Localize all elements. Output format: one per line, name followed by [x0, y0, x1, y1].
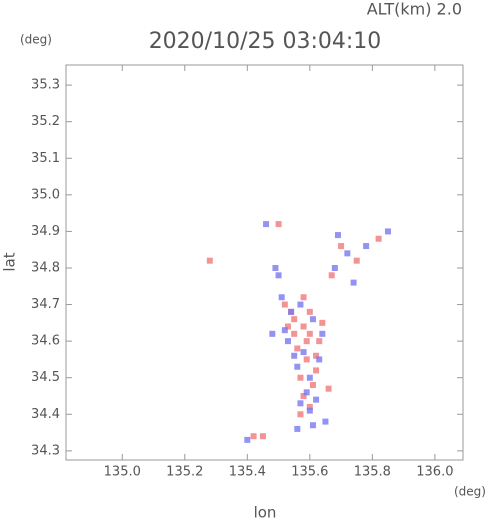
echo-point: [291, 316, 298, 323]
echo-point: [334, 232, 341, 239]
echo-point: [288, 308, 295, 315]
echo-point: [322, 418, 329, 425]
subtitle: ALT(km) 2.0: [367, 0, 462, 19]
echo-point: [303, 389, 310, 396]
chart-title: 2020/10/25 03:04:10: [149, 29, 382, 54]
echo-point: [278, 294, 285, 301]
echo-point: [294, 363, 301, 370]
echo-point: [275, 272, 282, 279]
x-label: lon: [254, 504, 277, 522]
echo-point: [259, 433, 266, 440]
echo-point: [350, 279, 357, 286]
plot-frame: [65, 64, 464, 461]
echo-point: [316, 356, 323, 363]
echo-point: [313, 352, 320, 359]
echo-point: [275, 221, 282, 228]
y-tick-label: 34.3: [31, 443, 60, 458]
x-tick-label: 135.6: [291, 465, 328, 480]
echo-point: [316, 338, 323, 345]
echo-point: [284, 338, 291, 345]
y-tick-label: 34.4: [31, 407, 60, 422]
y-tick-label: 35.2: [31, 114, 60, 129]
echo-point: [309, 382, 316, 389]
echo-point: [375, 235, 382, 242]
y-unit: (deg): [20, 33, 52, 47]
y-tick-label: 34.8: [31, 260, 60, 275]
x-tick-label: 135.8: [354, 465, 391, 480]
echo-point: [363, 243, 370, 250]
y-tick-label: 35.3: [31, 78, 60, 93]
y-tick-label: 35.1: [31, 151, 60, 166]
echo-point: [306, 407, 313, 414]
echo-point: [344, 250, 351, 257]
echo-point: [300, 294, 307, 301]
echo-point: [300, 323, 307, 330]
x-tick-label: 136.0: [416, 465, 453, 480]
y-tick-label: 34.5: [31, 370, 60, 385]
echo-point: [297, 301, 304, 308]
echo-point: [284, 323, 291, 330]
echo-point: [313, 367, 320, 374]
echo-point: [338, 243, 345, 250]
echo-point: [313, 396, 320, 403]
y-tick-label: 35.0: [31, 187, 60, 202]
echo-point: [281, 301, 288, 308]
echo-point: [300, 349, 307, 356]
echo-point: [269, 330, 276, 337]
echo-point: [309, 316, 316, 323]
echo-point: [328, 272, 335, 279]
echo-point: [303, 356, 310, 363]
echo-point: [319, 319, 326, 326]
y-tick-label: 34.6: [31, 334, 60, 349]
echo-point: [331, 264, 338, 271]
x-unit: (deg): [454, 485, 486, 499]
echo-point: [306, 330, 313, 337]
echo-point: [206, 257, 213, 264]
x-tick-label: 135.0: [104, 465, 141, 480]
echo-point: [384, 228, 391, 235]
echo-point: [319, 330, 326, 337]
echo-point: [294, 345, 301, 352]
echo-point: [291, 352, 298, 359]
x-tick-label: 135.4: [229, 465, 266, 480]
y-tick-label: 34.7: [31, 297, 60, 312]
echo-point: [306, 374, 313, 381]
echo-point: [291, 330, 298, 337]
echo-point: [306, 403, 313, 410]
echo-point: [244, 436, 251, 443]
echo-point: [297, 374, 304, 381]
echo-point: [306, 308, 313, 315]
echo-point: [250, 433, 257, 440]
echo-point: [263, 221, 270, 228]
echo-point: [300, 392, 307, 399]
echo-point: [353, 257, 360, 264]
echo-point: [297, 400, 304, 407]
echo-point: [325, 385, 332, 392]
echo-point: [272, 264, 279, 271]
echo-point: [297, 411, 304, 418]
y-tick-label: 34.9: [31, 224, 60, 239]
echo-point: [309, 422, 316, 429]
echo-point: [281, 327, 288, 334]
echo-point: [303, 338, 310, 345]
x-tick-label: 135.2: [166, 465, 203, 480]
y-label: lat: [1, 252, 19, 271]
echo-point: [294, 425, 301, 432]
